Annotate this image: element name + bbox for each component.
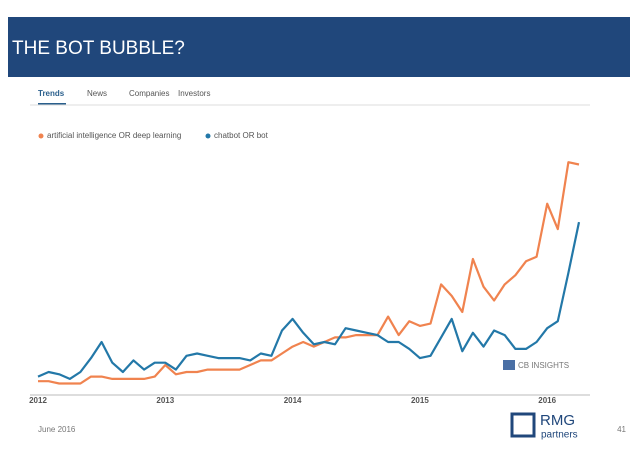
x-tick-label: 2012: [29, 396, 47, 405]
series-line: [38, 161, 580, 385]
legend-label: artificial intelligence OR deep learning: [47, 131, 181, 140]
tab[interactable]: News: [87, 89, 107, 98]
x-tick-label: 2014: [284, 396, 302, 405]
logo-text: RMG: [540, 412, 575, 429]
x-tick-label: 2015: [411, 396, 429, 405]
header-band: [8, 17, 630, 77]
tab[interactable]: Trends: [38, 89, 65, 98]
logo-mark: [510, 412, 536, 438]
logo-subtext: partners: [541, 430, 578, 441]
series-line: [37, 221, 581, 380]
tab[interactable]: Companies: [129, 89, 169, 98]
footer-date: June 2016: [38, 425, 76, 434]
tab[interactable]: Investors: [178, 89, 210, 98]
x-tick-label: 2016: [538, 396, 556, 405]
x-tick-label: 2013: [156, 396, 174, 405]
legend-label: chatbot OR bot: [214, 131, 269, 140]
watermark-icon: [503, 360, 515, 370]
slide-title: THE BOT BUBBLE?: [12, 38, 185, 59]
legend-swatch: [205, 133, 211, 139]
page-number: 41: [617, 425, 626, 434]
watermark: CB INSIGHTS: [518, 361, 569, 370]
legend-swatch: [38, 133, 44, 139]
